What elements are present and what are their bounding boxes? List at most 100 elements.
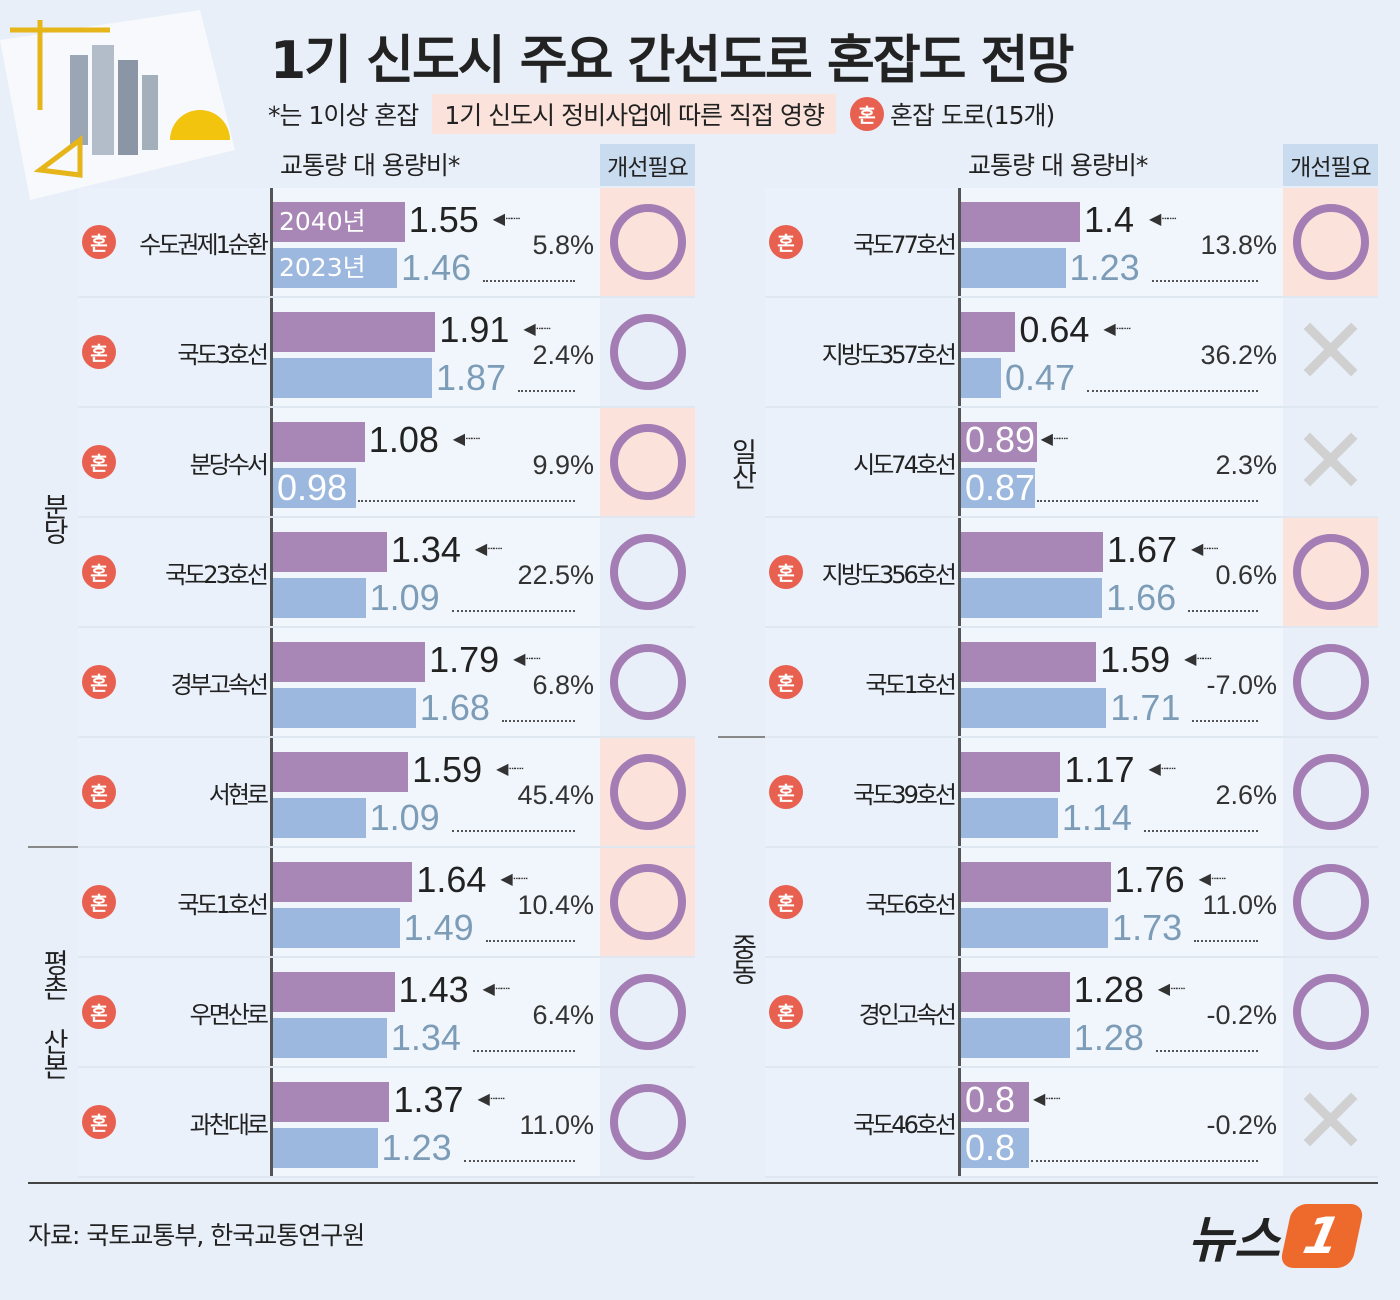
road-label: 수도권제1순환 bbox=[139, 230, 269, 259]
bottom-rule bbox=[28, 1182, 1378, 1184]
value-2040: 1.17 bbox=[1064, 749, 1135, 790]
improvement-indicator bbox=[600, 1068, 695, 1176]
bar-area: 1.34 1.09 ◀┈┈ 22.5% bbox=[270, 518, 600, 626]
table-row: 혼 경인고속선 1.28 1.28 ◀┈┈ -0.2% bbox=[765, 958, 1378, 1068]
bar-2023 bbox=[273, 1018, 387, 1058]
improvement-indicator bbox=[1283, 628, 1378, 736]
circle-icon bbox=[1292, 204, 1369, 280]
value-2040: 1.37 bbox=[393, 1079, 464, 1120]
road-label: 국도3호선 bbox=[177, 340, 269, 369]
bar-2040 bbox=[961, 202, 1080, 242]
road-label: 지방도357호선 bbox=[821, 340, 957, 369]
value-2023: 0.47 bbox=[1004, 357, 1076, 398]
series-label-2023: 2023년 bbox=[279, 253, 366, 282]
change-percent: -0.2% bbox=[1206, 1110, 1277, 1140]
bar-2040 bbox=[961, 862, 1111, 902]
change-percent: 2.6% bbox=[1215, 780, 1277, 810]
change-connector bbox=[1188, 610, 1258, 612]
change-percent: 9.9% bbox=[532, 450, 594, 480]
bar-area: 1.91 1.87 ◀┈┈ 2.4% bbox=[270, 298, 600, 406]
bar-2023 bbox=[961, 468, 1035, 508]
value-2023: 1.49 bbox=[403, 907, 474, 948]
bar-2040 bbox=[273, 532, 387, 572]
legend-note: *는 1이상 혼잡 bbox=[268, 101, 419, 130]
change-arrow-icon: ◀┈┈ bbox=[452, 429, 481, 448]
road-name: 지방도357호선 bbox=[765, 298, 958, 406]
circle-icon bbox=[1292, 644, 1369, 720]
circle-icon bbox=[609, 754, 686, 830]
congestion-badge-icon: 혼 bbox=[769, 885, 803, 919]
road-label: 경인고속선 bbox=[858, 1000, 957, 1029]
congestion-badge-icon: 혼 bbox=[82, 885, 116, 919]
change-percent: 11.0% bbox=[1202, 890, 1277, 920]
circle-icon bbox=[609, 534, 686, 610]
bar-2023 bbox=[273, 468, 357, 508]
change-arrow-icon: ◀┈┈ bbox=[477, 1089, 505, 1108]
change-connector bbox=[1086, 390, 1258, 392]
circle-icon bbox=[1292, 534, 1369, 610]
change-percent: 6.4% bbox=[532, 1000, 594, 1030]
group-label: 분당 bbox=[37, 493, 69, 543]
bar-2023 bbox=[273, 908, 400, 948]
bar-2040 bbox=[961, 642, 1097, 682]
road-name: 혼 지방도356호선 bbox=[765, 518, 958, 626]
road-name: 혼 분당수서 bbox=[78, 408, 270, 516]
value-2040: 1.67 bbox=[1106, 529, 1178, 570]
value-2040: 1.59 bbox=[1100, 639, 1171, 680]
road-name: 혼 서현로 bbox=[78, 738, 270, 846]
road-name: 혼 수도권제1순환 bbox=[78, 188, 270, 296]
bar-area: 0.64 0.47 ◀┈┈ 36.2% bbox=[958, 298, 1283, 406]
change-arrow-icon: ◀┈┈ bbox=[1040, 429, 1069, 448]
value-2040: 1.34 bbox=[390, 529, 461, 570]
change-percent: 10.4% bbox=[517, 890, 594, 920]
value-2023: 1.68 bbox=[419, 687, 490, 728]
series-label-2040: 2040년 bbox=[279, 207, 366, 236]
change-arrow-icon: ◀┈┈ bbox=[1148, 759, 1176, 778]
improvement-indicator bbox=[600, 298, 695, 406]
change-percent: -0.2% bbox=[1206, 1000, 1277, 1030]
ratio-header-left: 교통량 대 용량비* bbox=[280, 151, 460, 180]
bar-area: 1.67 1.66 ◀┈┈ 0.6% bbox=[958, 518, 1283, 626]
road-label: 분당수서 bbox=[189, 450, 269, 479]
table-row: 혼 지방도356호선 1.67 1.66 ◀┈┈ 0.6% bbox=[765, 518, 1378, 628]
change-percent: 36.2% bbox=[1200, 340, 1277, 370]
bar-2040 bbox=[273, 642, 426, 682]
change-arrow-icon: ◀┈┈ bbox=[1184, 649, 1212, 668]
table-row: 혼 국도1호선 1.64 1.49 ◀┈┈ 10.4% bbox=[78, 848, 695, 958]
bar-area: 1.76 1.73 ◀┈┈ 11.0% bbox=[958, 848, 1283, 956]
road-label: 국도1호선 bbox=[865, 670, 957, 699]
circle-icon bbox=[609, 974, 686, 1050]
table-row: 혼 국도3호선 1.91 1.87 ◀┈┈ 2.4% bbox=[78, 298, 695, 408]
road-label: 국도39호선 bbox=[853, 780, 957, 809]
road-name: 혼 국도39호선 bbox=[765, 738, 958, 846]
need-header-left: 개선필요 bbox=[600, 144, 695, 186]
improvement-indicator bbox=[600, 738, 695, 846]
bar-area: 1.37 1.23 ◀┈┈ 11.0% bbox=[270, 1068, 600, 1176]
change-arrow-icon: ◀┈┈ bbox=[1198, 869, 1227, 888]
value-2023: 1.34 bbox=[390, 1017, 461, 1058]
road-name: 혼 국도3호선 bbox=[78, 298, 270, 406]
change-connector bbox=[1194, 940, 1258, 942]
change-connector bbox=[1151, 280, 1258, 282]
bar-2023 bbox=[273, 688, 416, 728]
change-percent: 0.6% bbox=[1215, 560, 1277, 590]
change-arrow-icon: ◀┈┈ bbox=[496, 759, 524, 778]
value-2023: 1.66 bbox=[1106, 577, 1177, 618]
improvement-indicator bbox=[1283, 738, 1378, 846]
legend: *는 1이상 혼잡 1기 신도시 정비사업에 따른 직접 영향 혼 혼잡 도로(… bbox=[268, 94, 1055, 134]
improvement-indicator bbox=[600, 188, 695, 296]
change-arrow-icon: ◀┈┈ bbox=[513, 649, 541, 668]
table-row: 혼 분당수서 1.08 0.98 ◀┈┈ 9.9% bbox=[78, 408, 695, 518]
bar-area: 0.8 0.8 ◀┈┈ -0.2% bbox=[958, 1068, 1283, 1176]
change-arrow-icon: ◀┈┈ bbox=[1157, 979, 1186, 998]
value-2040: 1.79 bbox=[429, 639, 500, 680]
table-row: 시도74호선 0.89 0.87 ◀┈┈ 2.3% ✕ bbox=[765, 408, 1378, 518]
bar-2023 bbox=[961, 358, 1001, 398]
road-label: 서현로 bbox=[208, 780, 269, 809]
bar-area: 1.79 1.68 ◀┈┈ 6.8% bbox=[270, 628, 600, 736]
value-2040: 0.64 bbox=[1019, 309, 1090, 350]
value-2023: 1.71 bbox=[1110, 687, 1181, 728]
road-name: 혼 국도1호선 bbox=[765, 628, 958, 736]
change-connector bbox=[451, 610, 575, 612]
table-row: 혼 수도권제1순환 2040년 2023년 1.55 1.46 ◀┈┈ 5.8% bbox=[78, 188, 695, 298]
